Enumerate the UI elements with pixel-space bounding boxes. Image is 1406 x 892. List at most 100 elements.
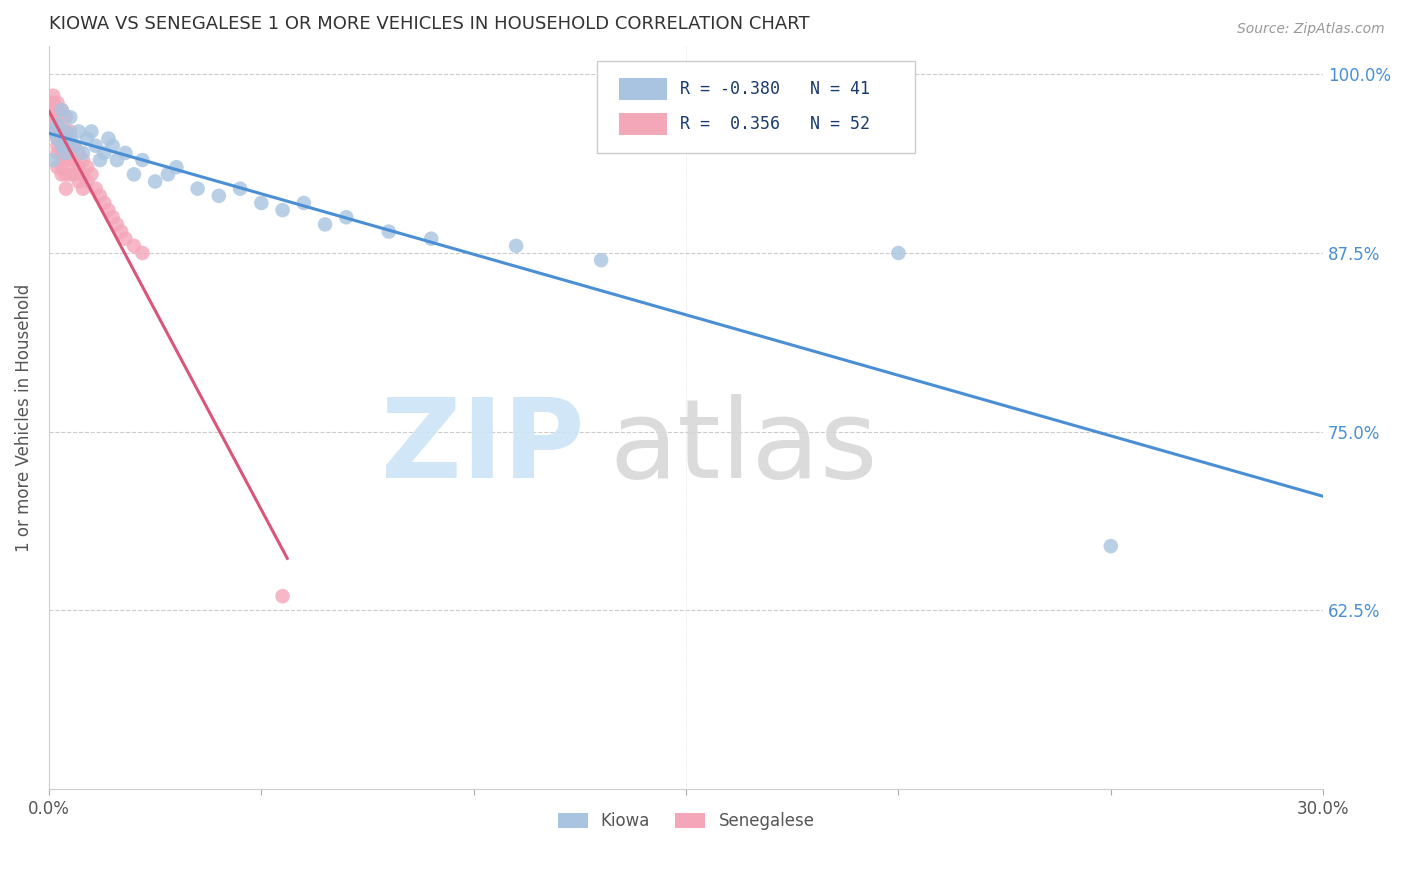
Point <box>55 124 77 138</box>
Point <box>72 181 94 195</box>
Point <box>114 232 136 246</box>
Point <box>59 138 82 153</box>
Point <box>51 167 73 181</box>
Text: ZIP: ZIP <box>381 393 583 500</box>
Point <box>42 124 65 138</box>
Point <box>187 181 209 195</box>
Point <box>250 196 273 211</box>
FancyBboxPatch shape <box>598 61 915 153</box>
Point <box>105 218 128 232</box>
Point <box>292 196 315 211</box>
Point <box>55 167 77 181</box>
Point <box>46 138 69 153</box>
Point <box>131 246 153 260</box>
Point <box>165 160 187 174</box>
Point <box>72 153 94 167</box>
Point <box>46 103 69 117</box>
Point <box>51 103 73 117</box>
Point <box>51 131 73 145</box>
Point <box>51 124 73 138</box>
Point <box>67 124 90 138</box>
Point <box>42 88 65 103</box>
Point <box>55 153 77 167</box>
Point <box>122 167 145 181</box>
Point <box>122 239 145 253</box>
Point <box>591 253 613 268</box>
Point <box>80 124 103 138</box>
Point <box>46 160 69 174</box>
Bar <box>619 78 666 100</box>
Text: atlas: atlas <box>610 393 879 500</box>
Point <box>55 124 77 138</box>
Point <box>63 138 86 153</box>
Bar <box>619 112 666 135</box>
Point <box>42 124 65 138</box>
Point <box>46 131 69 145</box>
Point <box>59 153 82 167</box>
Point <box>42 153 65 167</box>
Point <box>97 203 120 218</box>
Text: KIOWA VS SENEGALESE 1 OR MORE VEHICLES IN HOUSEHOLD CORRELATION CHART: KIOWA VS SENEGALESE 1 OR MORE VEHICLES I… <box>49 15 810 33</box>
Point <box>42 117 65 131</box>
Point <box>51 160 73 174</box>
Point <box>63 167 86 181</box>
Point <box>63 153 86 167</box>
Point <box>93 196 115 211</box>
Point <box>51 145 73 160</box>
Point <box>67 160 90 174</box>
Point <box>335 211 357 225</box>
Point <box>51 103 73 117</box>
Point <box>97 131 120 145</box>
Point <box>63 138 86 153</box>
Point <box>59 167 82 181</box>
Point <box>67 145 90 160</box>
Point <box>101 211 124 225</box>
Point <box>887 246 910 260</box>
Point <box>46 131 69 145</box>
Point <box>505 239 527 253</box>
Text: R = -0.380   N = 41: R = -0.380 N = 41 <box>679 79 870 98</box>
Point <box>131 153 153 167</box>
Point <box>76 131 98 145</box>
Point <box>84 138 107 153</box>
Point <box>59 124 82 138</box>
Point <box>1099 539 1122 553</box>
Point <box>55 110 77 124</box>
Point <box>114 145 136 160</box>
Point <box>46 95 69 110</box>
Point <box>42 103 65 117</box>
Point <box>76 174 98 188</box>
Point <box>51 138 73 153</box>
Text: Source: ZipAtlas.com: Source: ZipAtlas.com <box>1237 22 1385 37</box>
Point <box>55 138 77 153</box>
Point <box>271 203 294 218</box>
Text: R =  0.356   N = 52: R = 0.356 N = 52 <box>679 115 870 133</box>
Point <box>46 117 69 131</box>
Point <box>80 167 103 181</box>
Point <box>46 145 69 160</box>
Point <box>229 181 252 195</box>
Point <box>67 174 90 188</box>
Point <box>101 138 124 153</box>
Point <box>271 589 294 603</box>
Point <box>89 153 111 167</box>
Point <box>156 167 179 181</box>
Point <box>143 174 166 188</box>
Point <box>55 181 77 195</box>
Point <box>46 117 69 131</box>
Legend: Kiowa, Senegalese: Kiowa, Senegalese <box>551 805 821 837</box>
Point <box>72 167 94 181</box>
Point <box>110 225 132 239</box>
Point <box>89 189 111 203</box>
Point <box>420 232 443 246</box>
Point <box>93 145 115 160</box>
Point <box>59 131 82 145</box>
Point <box>59 110 82 124</box>
Point <box>72 145 94 160</box>
Point <box>42 110 65 124</box>
Point <box>55 145 77 160</box>
Point <box>42 95 65 110</box>
Point <box>208 189 231 203</box>
Point <box>84 181 107 195</box>
Point <box>377 225 399 239</box>
